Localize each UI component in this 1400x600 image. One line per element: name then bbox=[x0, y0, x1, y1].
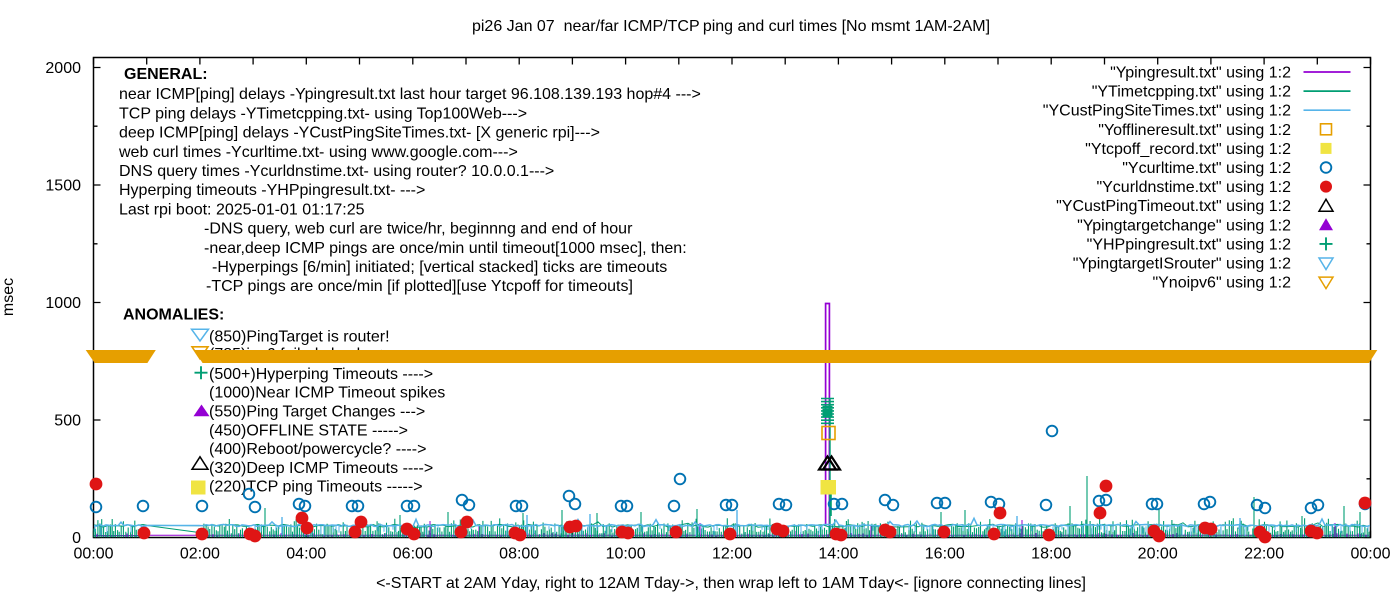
svg-text:near ICMP[ping] delays -Ypingr: near ICMP[ping] delays -Ypingresult.txt … bbox=[119, 86, 701, 103]
svg-text:0: 0 bbox=[72, 530, 81, 547]
svg-text:msec: msec bbox=[0, 278, 17, 316]
svg-text:"YTimetcpping.txt" using 1:2: "YTimetcpping.txt" using 1:2 bbox=[1092, 84, 1291, 101]
svg-text:06:00: 06:00 bbox=[393, 546, 433, 563]
svg-text:Last rpi boot: 2025-01-01 01:1: Last rpi boot: 2025-01-01 01:17:25 bbox=[119, 201, 365, 218]
svg-text:2000: 2000 bbox=[45, 60, 81, 77]
svg-text:(450)OFFLINE STATE ----->: (450)OFFLINE STATE -----> bbox=[209, 422, 408, 439]
svg-text:02:00: 02:00 bbox=[180, 546, 220, 563]
svg-text:00:00: 00:00 bbox=[73, 546, 113, 563]
svg-text:-TCP pings are once/min [if pl: -TCP pings are once/min [if plotted][use… bbox=[206, 278, 633, 295]
svg-text:(500+)Hyperping Timeouts ---->: (500+)Hyperping Timeouts ----> bbox=[209, 366, 433, 383]
svg-text:(550)Ping Target Changes --->: (550)Ping Target Changes ---> bbox=[209, 404, 425, 421]
svg-text:"YHPpingresult.txt" using 1:2: "YHPpingresult.txt" using 1:2 bbox=[1087, 236, 1291, 253]
svg-text:"Ypingtargetchange" using 1:2: "Ypingtargetchange" using 1:2 bbox=[1077, 217, 1291, 234]
svg-text:Hyperping timeouts -YHPpingres: Hyperping timeouts -YHPpingresult.txt- -… bbox=[119, 182, 425, 199]
svg-text:1000: 1000 bbox=[45, 295, 81, 312]
svg-text:"YpingtargetISrouter" using 1:: "YpingtargetISrouter" using 1:2 bbox=[1073, 256, 1291, 273]
svg-text:"Yofflineresult.txt" using 1:2: "Yofflineresult.txt" using 1:2 bbox=[1098, 122, 1291, 139]
svg-text:(1000)Near ICMP Timeout spikes: (1000)Near ICMP Timeout spikes bbox=[209, 385, 445, 402]
svg-text:(320)Deep ICMP Timeouts ---->: (320)Deep ICMP Timeouts ----> bbox=[209, 460, 433, 477]
svg-text:"Ycurldnstime.txt" using 1:2: "Ycurldnstime.txt" using 1:2 bbox=[1096, 179, 1291, 196]
svg-text:-near,deep ICMP pings are once: -near,deep ICMP pings are once/min until… bbox=[204, 240, 687, 257]
svg-text:(220)TCP ping Timeouts ----->: (220)TCP ping Timeouts -----> bbox=[209, 479, 423, 496]
svg-text:"Ynoipv6" using 1:2: "Ynoipv6" using 1:2 bbox=[1152, 275, 1291, 292]
svg-text:<-START at 2AM Yday, right to: <-START at 2AM Yday, right to 12AM Tday-… bbox=[376, 575, 1086, 592]
svg-text:"Ycurltime.txt" using 1:2: "Ycurltime.txt" using 1:2 bbox=[1122, 160, 1291, 177]
svg-text:(850)PingTarget is router!: (850)PingTarget is router! bbox=[209, 328, 390, 345]
svg-text:deep ICMP[ping] delays -YCustP: deep ICMP[ping] delays -YCustPingSiteTim… bbox=[119, 125, 600, 142]
svg-text:08:00: 08:00 bbox=[499, 546, 539, 563]
svg-text:18:00: 18:00 bbox=[1031, 546, 1071, 563]
svg-text:"YCustPingSiteTimes.txt" using: "YCustPingSiteTimes.txt" using 1:2 bbox=[1043, 103, 1291, 120]
svg-text:500: 500 bbox=[54, 413, 81, 430]
svg-text:web curl times -Ycurltime.txt-: web curl times -Ycurltime.txt- using www… bbox=[118, 144, 518, 161]
svg-text:16:00: 16:00 bbox=[925, 546, 965, 563]
svg-text:DNS query times -Ycurldnstime.: DNS query times -Ycurldnstime.txt- using… bbox=[119, 163, 554, 180]
svg-text:-Hyperpings [6/min] initiated;: -Hyperpings [6/min] initiated; [vertical… bbox=[212, 259, 667, 276]
svg-text:22:00: 22:00 bbox=[1244, 546, 1284, 563]
svg-text:10:00: 10:00 bbox=[606, 546, 646, 563]
svg-text:pi26 Jan 07 near/far ICMP/TCP: pi26 Jan 07 near/far ICMP/TCP ping and c… bbox=[472, 18, 990, 35]
svg-text:04:00: 04:00 bbox=[286, 546, 326, 563]
svg-text:ANOMALIES:: ANOMALIES: bbox=[123, 306, 224, 323]
svg-text:-DNS query, web curl are twice: -DNS query, web curl are twice/hr, begin… bbox=[204, 221, 633, 238]
svg-text:"YCustPingTimeout.txt" using 1: "YCustPingTimeout.txt" using 1:2 bbox=[1056, 198, 1291, 215]
svg-text:1500: 1500 bbox=[45, 178, 81, 195]
svg-text:14:00: 14:00 bbox=[818, 546, 858, 563]
svg-text:20:00: 20:00 bbox=[1138, 546, 1178, 563]
svg-text:GENERAL:: GENERAL: bbox=[124, 66, 208, 83]
svg-text:"Ypingresult.txt" using 1:2: "Ypingresult.txt" using 1:2 bbox=[1110, 65, 1291, 82]
svg-text:00:00: 00:00 bbox=[1350, 546, 1390, 563]
svg-text:12:00: 12:00 bbox=[712, 546, 752, 563]
svg-text:(400)Reboot/powercycle? ---->: (400)Reboot/powercycle? ----> bbox=[209, 441, 426, 458]
svg-text:"Ytcpoff_record.txt" using 1:2: "Ytcpoff_record.txt" using 1:2 bbox=[1085, 141, 1291, 158]
svg-text:TCP ping delays -YTimetcpping.: TCP ping delays -YTimetcpping.txt- using… bbox=[119, 105, 527, 122]
